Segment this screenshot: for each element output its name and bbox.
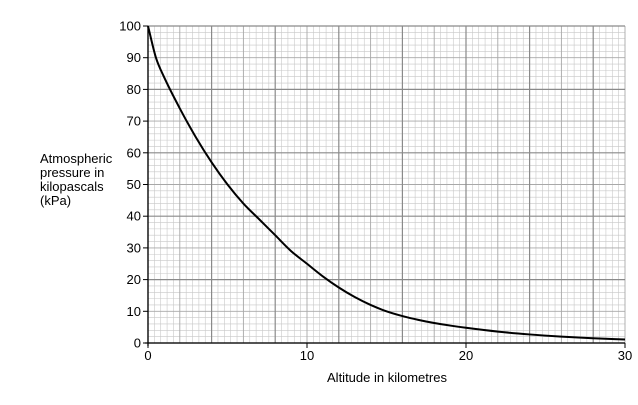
axes (143, 25, 626, 348)
x-tick-label: 0 (144, 348, 151, 363)
x-tick-label: 10 (300, 348, 314, 363)
y-axis-label-line: Atmospheric (40, 151, 113, 166)
x-tick-label: 30 (618, 348, 632, 363)
x-tick-label: 20 (459, 348, 473, 363)
y-tick-label: 10 (127, 304, 141, 319)
y-tick-label: 20 (127, 272, 141, 287)
y-tick-label: 30 (127, 240, 141, 255)
y-tick-label: 50 (127, 177, 141, 192)
pressure-curve (147, 25, 626, 341)
y-axis-label-line: kilopascals (40, 179, 104, 194)
y-tick-label: 40 (127, 209, 141, 224)
y-tick-label: 80 (127, 82, 141, 97)
y-tick-label: 100 (119, 19, 141, 34)
y-tick-label: 0 (134, 336, 141, 351)
y-tick-label: 90 (127, 50, 141, 65)
y-tick-label: 60 (127, 145, 141, 160)
y-tick-label: 70 (127, 114, 141, 129)
y-axis-label-line: (kPa) (40, 193, 72, 208)
series-group (147, 25, 626, 341)
x-axis-label: Altitude in kilometres (327, 370, 447, 385)
y-axis-label: Atmospheric pressure in kilopascals (kPa… (40, 152, 112, 208)
y-axis-label-line: pressure in (40, 165, 105, 180)
x-tick-labels: 0 10 20 30 (144, 348, 632, 363)
mid-gridlines (148, 26, 626, 343)
y-tick-labels: 0 10 20 30 40 50 60 70 80 90 100 (119, 19, 141, 351)
